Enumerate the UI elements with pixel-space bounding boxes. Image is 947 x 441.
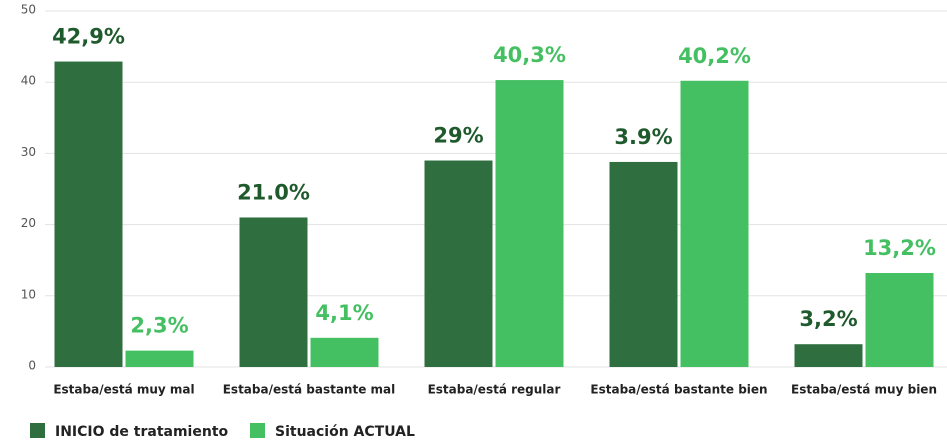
y-tick-label: 50	[21, 3, 36, 17]
y-tick-label: 10	[21, 287, 36, 301]
data-label: 3.9%	[614, 125, 672, 149]
bar	[239, 217, 308, 367]
y-tick-label: 30	[21, 145, 36, 159]
data-label: 13,2%	[863, 236, 936, 260]
x-tick-label: Estaba/está muy mal	[53, 383, 194, 397]
bar	[794, 344, 863, 367]
data-label: 21.0%	[237, 180, 310, 204]
x-tick-label: Estaba/está regular	[428, 383, 561, 397]
bar	[54, 61, 123, 367]
legend-swatch	[250, 423, 265, 438]
y-tick-label: 40	[21, 74, 36, 88]
data-label: 4,1%	[315, 301, 373, 325]
legend-swatch	[30, 423, 45, 438]
x-tick-label: Estaba/está muy bien	[791, 383, 937, 397]
data-label: 42,9%	[52, 25, 125, 49]
bar	[680, 80, 749, 367]
data-label: 3,2%	[799, 307, 857, 331]
data-label: 40,2%	[678, 44, 751, 68]
x-tick-label: Estaba/está bastante mal	[223, 383, 396, 397]
data-label: 29%	[433, 124, 483, 148]
y-tick-label: 20	[21, 216, 36, 230]
bar	[609, 161, 678, 367]
x-tick-label: Estaba/está bastante bien	[590, 383, 767, 397]
bar	[495, 80, 564, 368]
data-label: 2,3%	[130, 314, 188, 338]
bar	[125, 350, 194, 367]
bar	[310, 337, 379, 367]
legend-label: INICIO de tratamiento	[55, 424, 229, 440]
bar	[424, 160, 493, 367]
y-tick-label: 0	[28, 359, 36, 373]
bar	[865, 273, 934, 367]
legend-label: Situación ACTUAL	[275, 424, 415, 440]
data-label: 40,3%	[493, 43, 566, 67]
